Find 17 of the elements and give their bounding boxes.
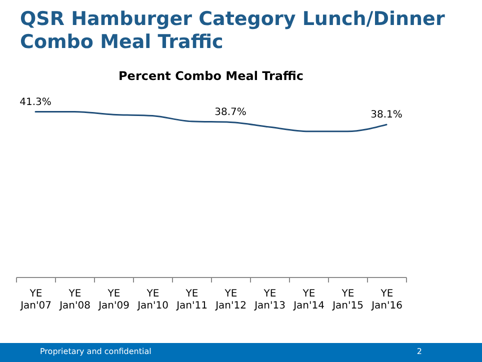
data-label: 38.7% [214, 107, 246, 118]
x-tick-label: YE Jan'12 [214, 288, 246, 312]
x-tick-label: YE Jan'09 [98, 288, 130, 312]
x-tick-label: YE Jan'08 [58, 288, 90, 312]
x-tick-label: YE Jan'11 [176, 288, 208, 312]
x-tick-label: YE Jan'16 [370, 288, 402, 312]
chart-title: QSR Hamburger Category Lunch/Dinner Combo Meal Traffic [20, 8, 446, 54]
data-label: 38.1% [370, 110, 402, 121]
text: 2 [416, 347, 422, 356]
text: Proprietary and confidential [40, 347, 152, 356]
chart-subtitle: Percent Combo Meal Traffic [118, 68, 304, 83]
x-tick-label: YE Jan'07 [20, 288, 52, 312]
x-tick-label: YE Jan'14 [292, 288, 324, 312]
x-tick-label: YE Jan'13 [254, 288, 286, 312]
x-tick-label: YE Jan'15 [332, 288, 364, 312]
x-tick-label: YE Jan'10 [136, 288, 168, 312]
data-label: 41.3% [20, 96, 52, 108]
